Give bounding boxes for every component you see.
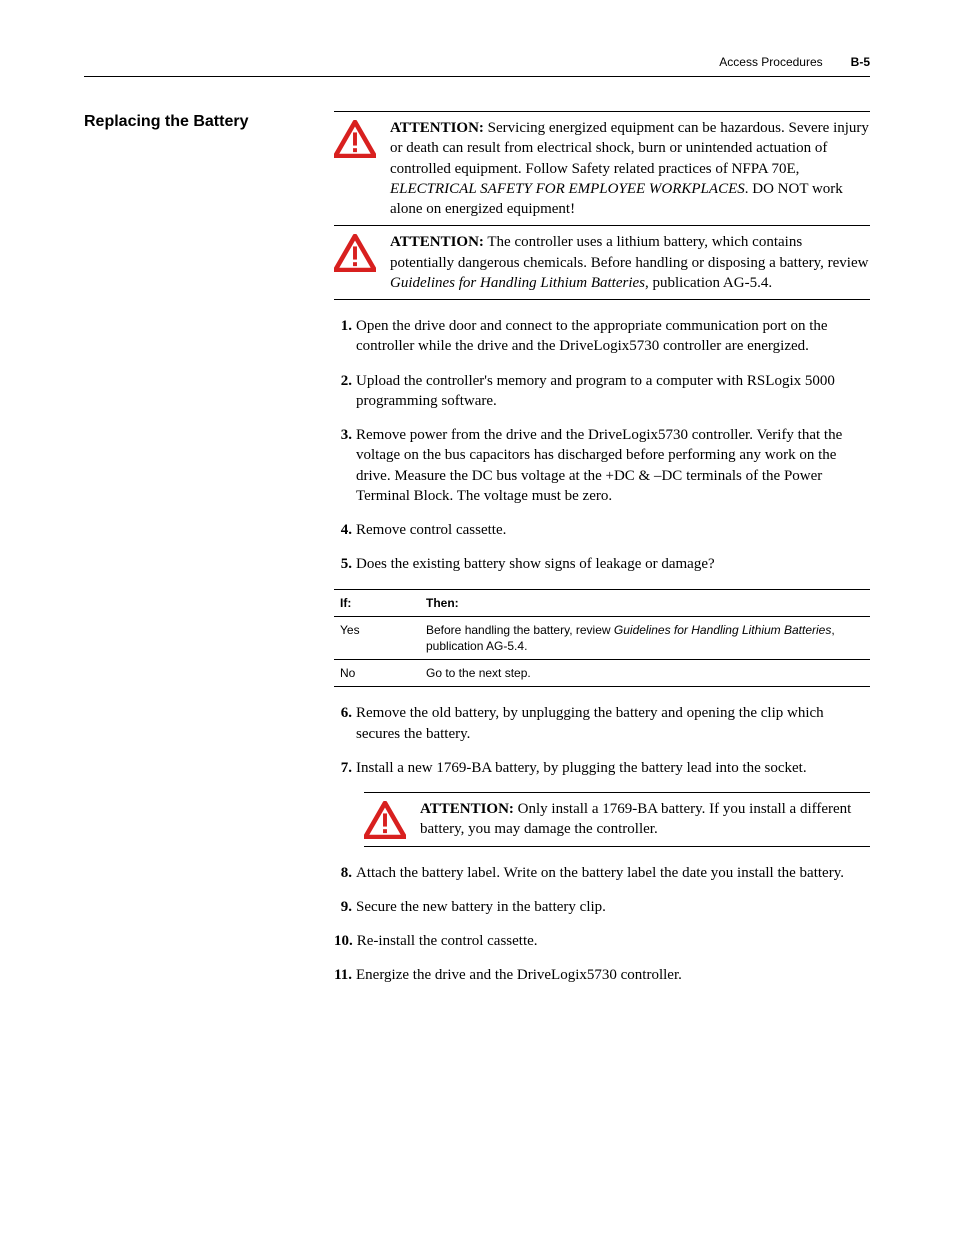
procedure-steps-cont2: 8.Attach the battery label. Write on the… xyxy=(334,863,870,986)
section-heading: Replacing the Battery xyxy=(84,111,304,133)
step-num: 2. xyxy=(334,371,356,412)
step-num: 7. xyxy=(334,758,356,778)
attention-text-1: ATTENTION: Servicing energized equipment… xyxy=(390,118,870,219)
step-text: Upload the controller's memory and progr… xyxy=(356,371,870,412)
attention-lead: ATTENTION: xyxy=(390,234,484,250)
step-num: 9. xyxy=(334,897,356,917)
attention-text-2: ATTENTION: The controller uses a lithium… xyxy=(390,232,870,293)
step-num: 5. xyxy=(334,554,356,574)
step-text: Remove the old battery, by unplugging th… xyxy=(356,703,870,744)
step-5: 5.Does the existing battery show signs o… xyxy=(334,554,870,574)
step-2: 2.Upload the controller's memory and pro… xyxy=(334,371,870,412)
procedure-steps-cont: 6.Remove the old battery, by unplugging … xyxy=(334,703,870,778)
attention-ital: Guidelines for Handling Lithium Batterie… xyxy=(390,275,645,291)
step-text: Re-install the control cassette. xyxy=(357,931,870,951)
step-num: 4. xyxy=(334,520,356,540)
step-9: 9.Secure the new battery in the battery … xyxy=(334,897,870,917)
warning-icon xyxy=(364,801,406,839)
attention-lead: ATTENTION: xyxy=(390,120,484,136)
cell-then: Go to the next step. xyxy=(420,660,870,687)
attention-lead: ATTENTION: xyxy=(420,801,514,817)
step-num: 3. xyxy=(334,425,356,506)
attention-text-3: ATTENTION: Only install a 1769-BA batter… xyxy=(420,799,870,840)
step-text: Attach the battery label. Write on the b… xyxy=(356,863,870,883)
step-1: 1.Open the drive door and connect to the… xyxy=(334,316,870,357)
cell-then: Before handling the battery, review Guid… xyxy=(420,616,870,659)
step-num: 1. xyxy=(334,316,356,357)
attention-box-3: ATTENTION: Only install a 1769-BA batter… xyxy=(364,792,870,847)
cell-if: No xyxy=(334,660,420,687)
attention-tail: , publication AG-5.4. xyxy=(645,275,772,291)
step-num: 10. xyxy=(334,931,357,951)
step-num: 6. xyxy=(334,703,356,744)
step-num: 8. xyxy=(334,863,356,883)
main-content: ATTENTION: Servicing energized equipment… xyxy=(334,111,870,1000)
page-header: Access Procedures B-5 xyxy=(84,54,870,77)
attention-box-1: ATTENTION: Servicing energized equipment… xyxy=(334,111,870,226)
step-3: 3.Remove power from the drive and the Dr… xyxy=(334,425,870,506)
table-header-then: Then: xyxy=(420,589,870,616)
warning-icon xyxy=(334,120,376,158)
step-num: 11. xyxy=(334,965,356,985)
table-header-if: If: xyxy=(334,589,420,616)
step-text: Open the drive door and connect to the a… xyxy=(356,316,870,357)
header-section: Access Procedures xyxy=(719,54,822,70)
step-7: 7.Install a new 1769-BA battery, by plug… xyxy=(334,758,870,778)
attention-ital: ELECTRICAL SAFETY FOR EMPLOYEE WORKPLACE… xyxy=(390,181,745,197)
step-text: Remove power from the drive and the Driv… xyxy=(356,425,870,506)
step-8: 8.Attach the battery label. Write on the… xyxy=(334,863,870,883)
procedure-steps: 1.Open the drive door and connect to the… xyxy=(334,316,870,575)
step-text: Install a new 1769-BA battery, by pluggi… xyxy=(356,758,870,778)
step-text: Energize the drive and the DriveLogix573… xyxy=(356,965,870,985)
table-row: No Go to the next step. xyxy=(334,660,870,687)
attention-box-2: ATTENTION: The controller uses a lithium… xyxy=(334,226,870,300)
step-text: Does the existing battery show signs of … xyxy=(356,554,870,574)
step-11: 11.Energize the drive and the DriveLogix… xyxy=(334,965,870,985)
table-row: Yes Before handling the battery, review … xyxy=(334,616,870,659)
decision-table: If: Then: Yes Before handling the batter… xyxy=(334,589,870,688)
cell-if: Yes xyxy=(334,616,420,659)
header-page-number: B-5 xyxy=(851,54,870,70)
step-text: Remove control cassette. xyxy=(356,520,870,540)
step-6: 6.Remove the old battery, by unplugging … xyxy=(334,703,870,744)
step-text: Secure the new battery in the battery cl… xyxy=(356,897,870,917)
step-4: 4.Remove control cassette. xyxy=(334,520,870,540)
step-10: 10.Re-install the control cassette. xyxy=(334,931,870,951)
warning-icon xyxy=(334,234,376,272)
